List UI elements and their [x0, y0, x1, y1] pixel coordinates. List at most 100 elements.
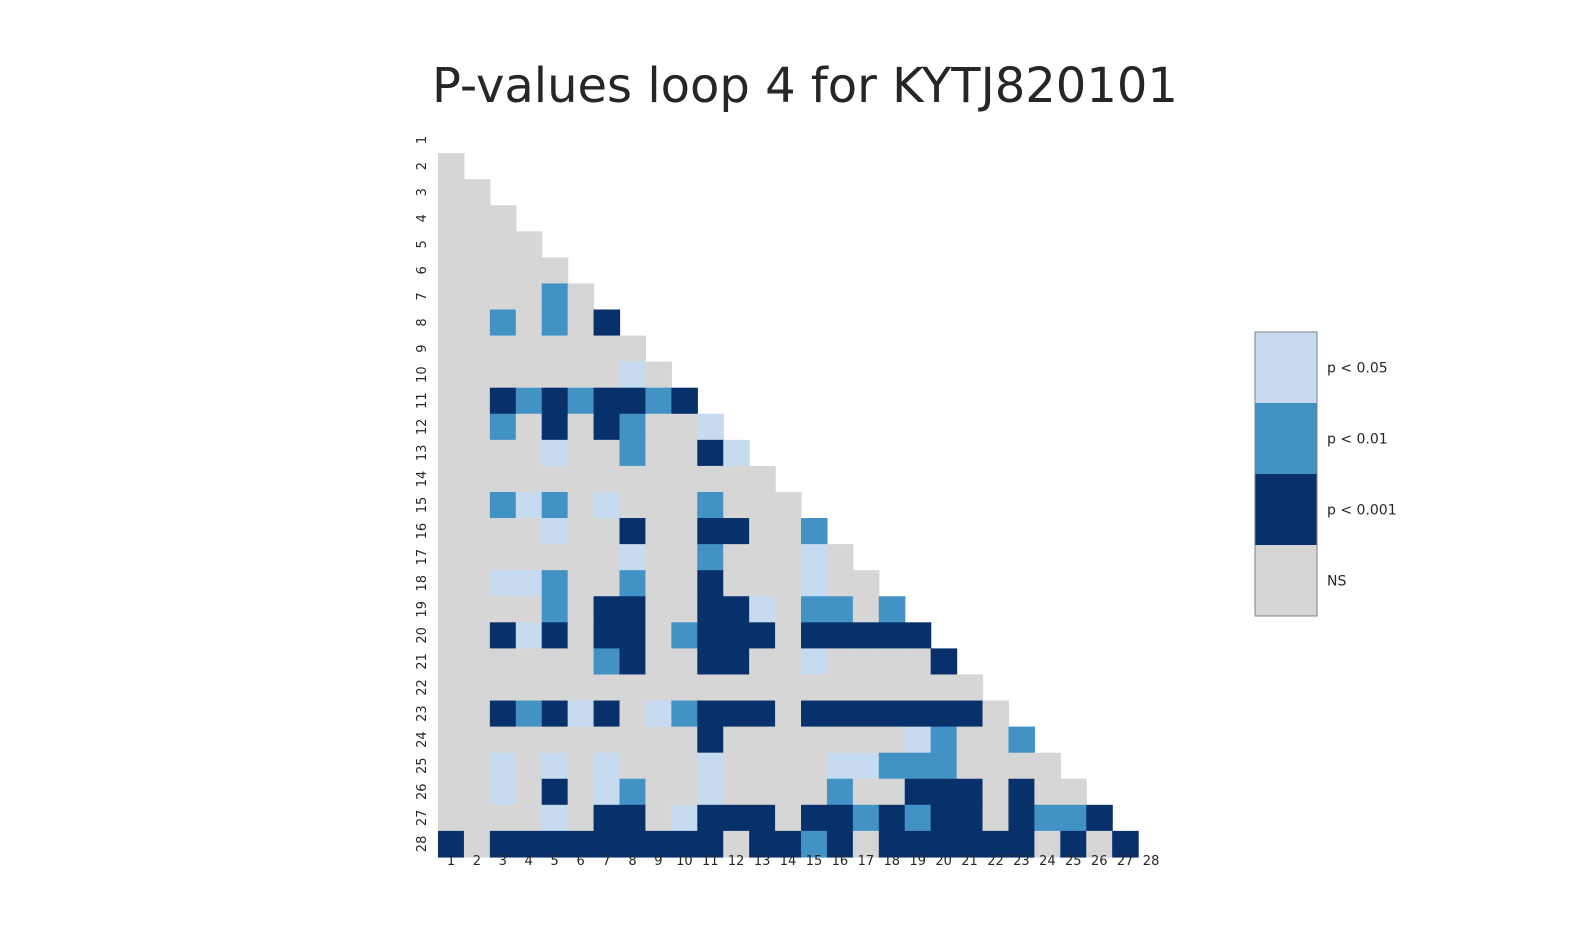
heatmap-cell	[541, 830, 569, 858]
heatmap-cell	[878, 622, 906, 649]
legend-frame	[1254, 331, 1318, 617]
heatmap-cell	[438, 752, 465, 780]
colorbar-legend: p < 0.05 p < 0.01 p < 0.001 NS	[1254, 331, 1397, 617]
heatmap-cell	[515, 778, 543, 806]
heatmap-cell	[541, 778, 569, 806]
heatmap-cell	[619, 726, 647, 754]
heatmap-cell	[438, 231, 465, 258]
heatmap-cell	[775, 622, 802, 649]
heatmap-cell	[619, 544, 647, 571]
chart-title: P-values loop 4 for KYTJ820101	[432, 58, 1178, 114]
heatmap-cell	[723, 700, 750, 728]
heatmap-cell	[1034, 778, 1061, 806]
heatmap-cell	[438, 283, 465, 311]
x-tick-label: 23	[1013, 854, 1030, 869]
heatmap-cell	[878, 726, 906, 754]
heatmap-cell	[619, 596, 647, 623]
heatmap-cell	[671, 778, 698, 806]
heatmap-cell	[956, 830, 984, 858]
heatmap-cell	[1008, 752, 1035, 780]
heatmap-cell	[904, 830, 932, 858]
heatmap-cell	[1060, 778, 1087, 806]
y-tick-label: 18	[415, 575, 430, 592]
heatmap-cell	[826, 830, 854, 858]
heatmap-cell	[775, 491, 802, 519]
heatmap-cell	[438, 439, 465, 467]
x-tick-label: 2	[473, 854, 481, 869]
heatmap-cell	[671, 830, 698, 858]
heatmap-cell	[489, 309, 517, 337]
heatmap-cell	[489, 622, 517, 649]
heatmap-cell	[645, 674, 672, 702]
heatmap-cell	[541, 335, 569, 363]
heatmap-cell	[619, 622, 647, 649]
heatmap-cell	[801, 648, 828, 676]
heatmap-cell	[463, 674, 491, 702]
heatmap-cell	[515, 335, 543, 363]
heatmap-cell	[593, 439, 621, 467]
heatmap-cell	[697, 465, 724, 493]
heatmap-cell	[1034, 752, 1061, 780]
heatmap-cell	[956, 778, 984, 806]
heatmap-cell	[956, 700, 984, 728]
heatmap-cell	[878, 648, 906, 676]
heatmap-cell	[852, 830, 880, 858]
heatmap-cell	[1034, 804, 1061, 832]
heatmap-cell	[541, 752, 569, 780]
heatmap-cell	[541, 804, 569, 832]
heatmap-cell	[438, 179, 465, 206]
heatmap-cell	[645, 544, 672, 571]
heatmap-cell	[749, 778, 776, 806]
heatmap-cell	[645, 752, 672, 780]
heatmap-cell	[515, 439, 543, 467]
heatmap-cell	[438, 387, 465, 415]
heatmap-cell	[593, 335, 621, 363]
y-tick-label: 24	[415, 731, 430, 748]
y-tick-label: 28	[415, 836, 430, 853]
y-tick-label: 2	[415, 162, 430, 170]
heatmap-cell	[567, 387, 595, 415]
heatmap-cell	[619, 700, 647, 728]
x-tick-label: 28	[1143, 854, 1160, 869]
heatmap-cell	[671, 648, 698, 676]
heatmap-cell	[515, 804, 543, 832]
heatmap-cell	[463, 778, 491, 806]
heatmap-cell	[515, 387, 543, 415]
heatmap-cell	[567, 622, 595, 649]
x-tick-label: 14	[780, 854, 797, 869]
heatmap-cell	[852, 726, 880, 754]
heatmap-cell	[619, 570, 647, 597]
heatmap-cell	[723, 726, 750, 754]
heatmap-cell	[567, 674, 595, 702]
heatmap-cell	[645, 491, 672, 519]
heatmap-cell	[619, 361, 647, 389]
heatmap-cell	[749, 596, 776, 623]
y-tick-label: 26	[415, 784, 430, 801]
heatmap-cell	[593, 570, 621, 597]
heatmap-cell	[645, 413, 672, 441]
heatmap-cell	[515, 231, 543, 258]
heatmap-cell	[671, 622, 698, 649]
heatmap-cell	[463, 570, 491, 597]
heatmap-cell	[541, 700, 569, 728]
heatmap-cell	[463, 465, 491, 493]
heatmap-cell	[697, 700, 724, 728]
heatmap-cell	[463, 179, 491, 206]
heatmap-cell	[645, 804, 672, 832]
heatmap-cell	[645, 518, 672, 545]
x-tick-label: 21	[961, 854, 978, 869]
heatmap-cell	[749, 830, 776, 858]
heatmap-cell	[593, 413, 621, 441]
heatmap-cell	[671, 465, 698, 493]
heatmap-cell	[541, 465, 569, 493]
heatmap-cell	[723, 544, 750, 571]
heatmap-cell	[749, 518, 776, 545]
x-tick-label: 1	[447, 854, 455, 869]
heatmap-cell	[878, 596, 906, 623]
legend-swatch	[1255, 474, 1317, 545]
heatmap-cell	[671, 491, 698, 519]
heatmap-cell	[982, 778, 1010, 806]
heatmap-cell	[723, 465, 750, 493]
heatmap-cell	[697, 439, 724, 467]
heatmap-cell	[645, 778, 672, 806]
